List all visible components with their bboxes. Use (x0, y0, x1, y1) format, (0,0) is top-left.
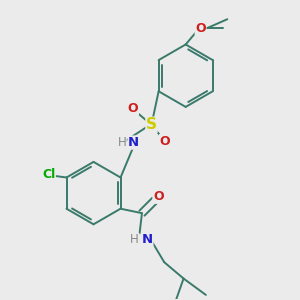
Text: N: N (128, 136, 139, 149)
Text: N: N (142, 233, 153, 246)
Text: O: O (160, 135, 170, 148)
Text: H: H (117, 136, 126, 149)
Text: S: S (146, 117, 157, 132)
Text: O: O (195, 22, 206, 34)
Text: O: O (128, 102, 138, 115)
Text: H: H (130, 233, 139, 246)
Text: O: O (153, 190, 164, 203)
Text: Cl: Cl (42, 168, 55, 181)
